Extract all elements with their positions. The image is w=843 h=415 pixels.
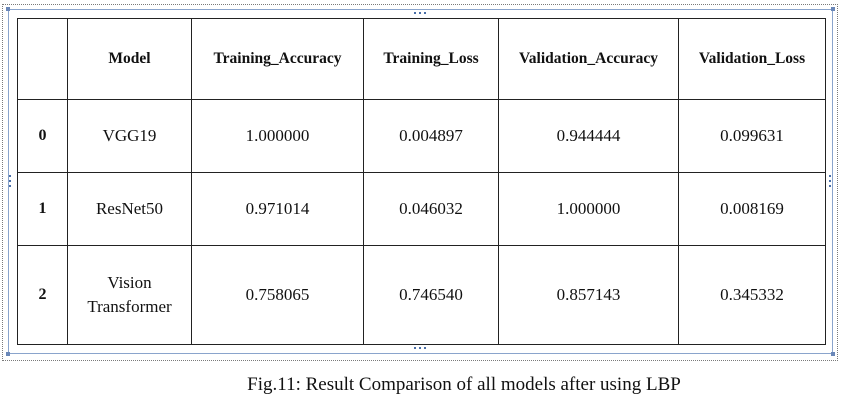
selection-frame-outer (2, 4, 838, 361)
table-row: 1 ResNet50 0.971014 0.046032 1.000000 0.… (17, 172, 826, 246)
resize-handle-right[interactable] (829, 175, 831, 189)
training-loss-cell: 0.046032 (363, 172, 499, 246)
row-index: 1 (17, 172, 68, 246)
model-name: ResNet50 (67, 172, 192, 246)
header-index (17, 18, 68, 100)
training-loss-cell: 0.746540 (363, 245, 499, 345)
header-model: Model (67, 18, 192, 100)
results-table: Model Training_Accuracy Training_Loss Va… (17, 18, 826, 345)
model-name: VGG19 (67, 99, 192, 173)
resize-handle-top[interactable] (414, 12, 428, 14)
header-training-loss: Training_Loss (363, 18, 499, 100)
table-row: 0 VGG19 1.000000 0.004897 0.944444 0.099… (17, 99, 826, 173)
validation-loss-cell: 0.008169 (678, 172, 826, 246)
row-index: 2 (17, 245, 68, 345)
table-row: 2 Vision Transformer 0.758065 0.746540 0… (17, 245, 826, 345)
row-index: 0 (17, 99, 68, 173)
table-header-row: Model Training_Accuracy Training_Loss Va… (17, 18, 826, 100)
training-loss-cell: 0.004897 (363, 99, 499, 173)
model-name: Vision Transformer (67, 245, 192, 345)
validation-accuracy-cell: 0.857143 (498, 245, 679, 345)
validation-accuracy-cell: 1.000000 (498, 172, 679, 246)
resize-handle-bottom[interactable] (414, 347, 428, 349)
validation-loss-cell: 0.099631 (678, 99, 826, 173)
validation-accuracy-cell: 0.944444 (498, 99, 679, 173)
header-training-accuracy: Training_Accuracy (191, 18, 364, 100)
resize-handle-bottom-left[interactable] (6, 352, 10, 356)
validation-loss-cell: 0.345332 (678, 245, 826, 345)
resize-handle-top-left[interactable] (6, 7, 10, 11)
image-selection-frame[interactable] (8, 9, 833, 354)
training-accuracy-cell: 0.758065 (191, 245, 364, 345)
figure-caption: Fig.11: Result Comparison of all models … (247, 374, 681, 395)
training-accuracy-cell: 0.971014 (191, 172, 364, 246)
resize-handle-top-right[interactable] (831, 7, 835, 11)
training-accuracy-cell: 1.000000 (191, 99, 364, 173)
header-validation-loss: Validation_Loss (678, 18, 826, 100)
header-validation-accuracy: Validation_Accuracy (498, 18, 679, 100)
resize-handle-bottom-right[interactable] (831, 352, 835, 356)
resize-handle-left[interactable] (9, 175, 11, 189)
